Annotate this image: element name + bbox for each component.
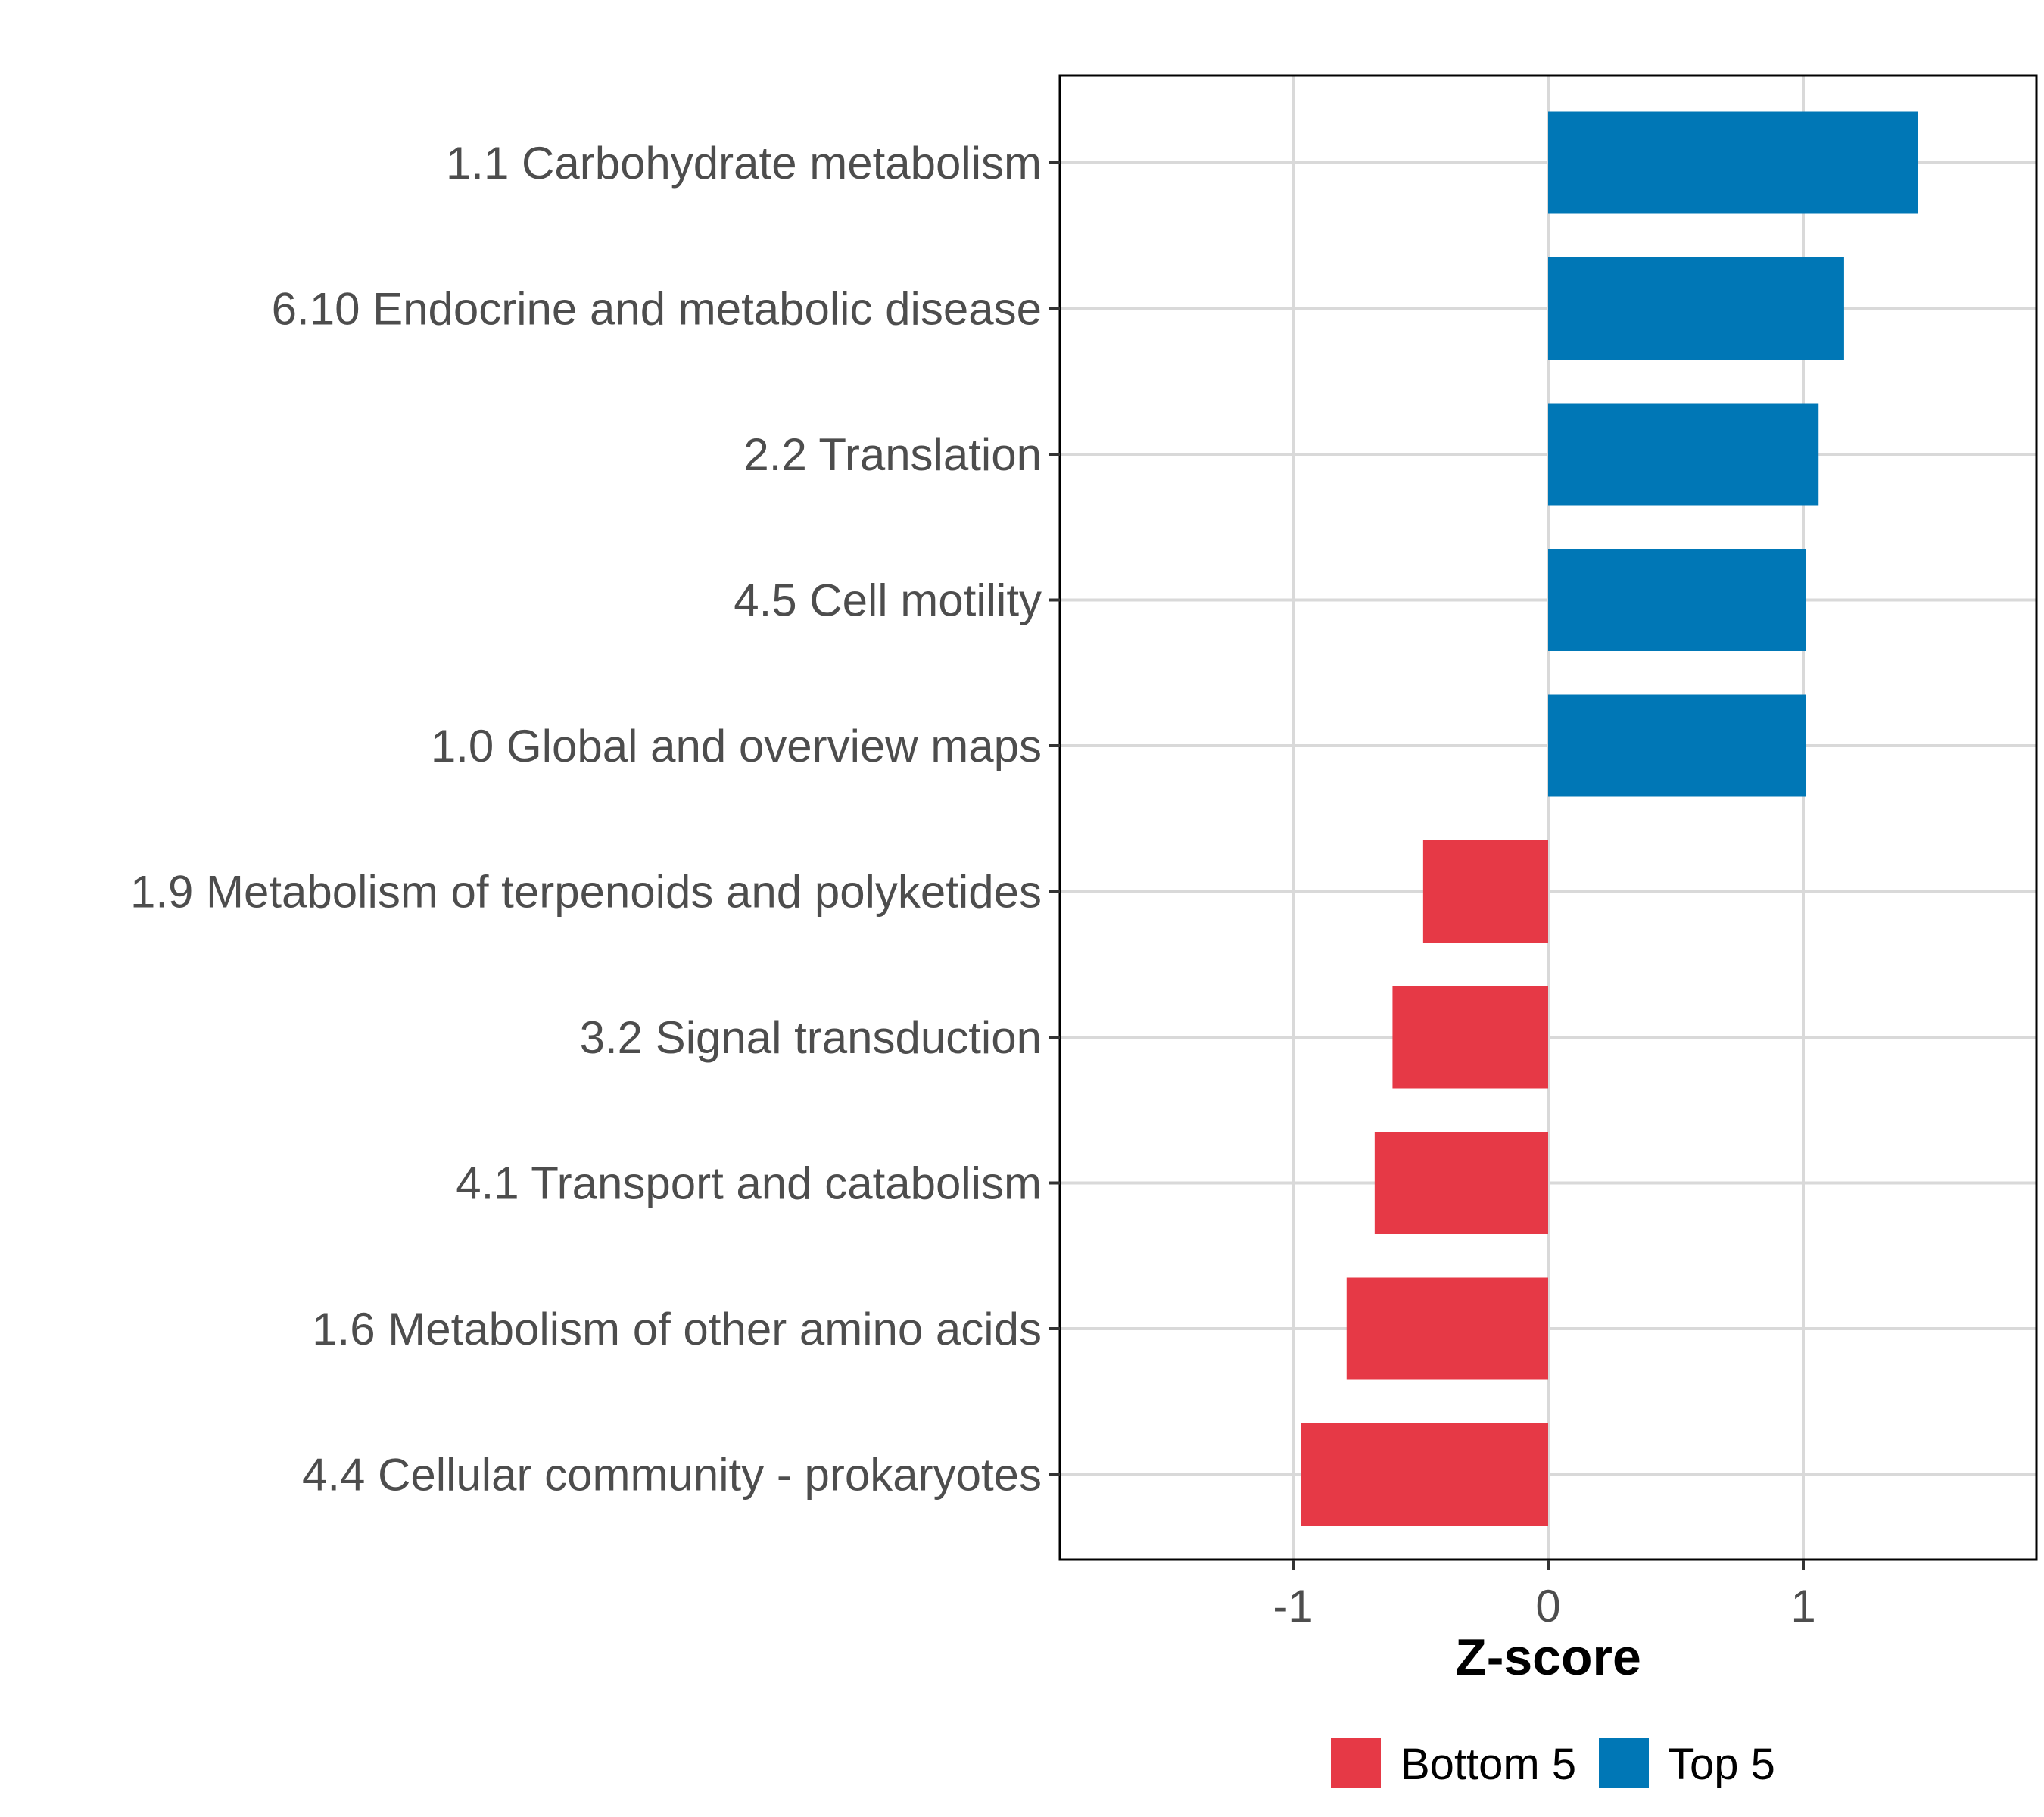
y-tick-label-1: 1.1 Carbohydrate metabolism — [446, 138, 1042, 189]
legend-swatch-1 — [1331, 1738, 1381, 1788]
bar-5 — [1548, 694, 1806, 797]
bar-8 — [1374, 1132, 1548, 1234]
x-tick-label-0: -1 — [1273, 1581, 1313, 1632]
x-axis-title: Z-score — [1455, 1628, 1641, 1686]
bar-2 — [1548, 257, 1844, 360]
bar-3 — [1548, 403, 1819, 506]
y-tick-label-7: 3.2 Signal transduction — [580, 1012, 1042, 1063]
bar-1 — [1548, 111, 1918, 214]
y-tick-label-10: 4.4 Cellular community - prokaryotes — [302, 1450, 1042, 1501]
bar-10 — [1301, 1423, 1548, 1526]
y-tick-label-8: 4.1 Transport and catabolism — [456, 1158, 1042, 1209]
y-tick-label-9: 1.6 Metabolism of other amino acids — [312, 1304, 1042, 1354]
bar-6 — [1422, 840, 1548, 943]
y-tick-label-5: 1.0 Global and overview maps — [431, 721, 1042, 771]
y-tick-label-4: 4.5 Cell motility — [734, 575, 1042, 626]
bars — [1301, 111, 1918, 1526]
x-axis: -1 0 1 — [1273, 1560, 1816, 1632]
y-tick-label-2: 6.10 Endocrine and metabolic disease — [272, 284, 1042, 335]
bar-7 — [1392, 986, 1548, 1089]
legend: Bottom 5 Top 5 — [1331, 1738, 1775, 1789]
y-axis: 1.1 Carbohydrate metabolism 6.10 Endocrin… — [130, 138, 1060, 1501]
y-tick-label-6: 1.9 Metabolism of terpenoids and polyket… — [130, 867, 1042, 918]
legend-label-2: Top 5 — [1668, 1740, 1775, 1789]
bar-9 — [1346, 1277, 1548, 1380]
legend-label-1: Bottom 5 — [1401, 1740, 1576, 1789]
legend-swatch-2 — [1599, 1738, 1649, 1788]
y-tick-label-3: 2.2 Translation — [743, 429, 1042, 480]
bar-4 — [1548, 549, 1806, 651]
x-tick-label-2: 1 — [1790, 1581, 1815, 1632]
x-tick-label-1: 0 — [1535, 1581, 1560, 1632]
